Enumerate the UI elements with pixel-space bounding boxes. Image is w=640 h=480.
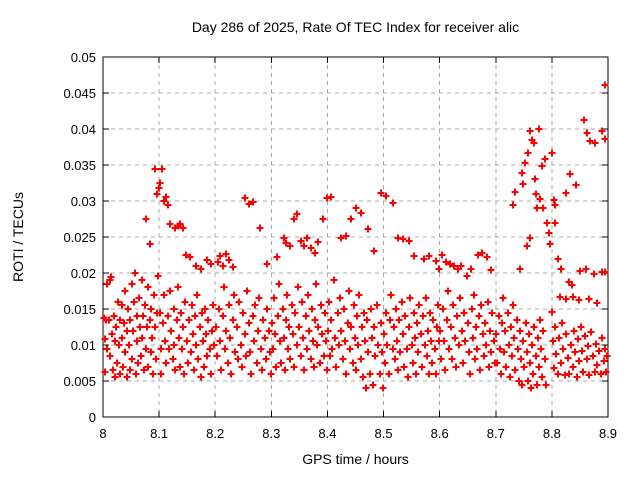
- chart-title: Day 286 of 2025, Rate Of TEC Index for r…: [191, 19, 520, 35]
- x-tick-label: 8.7: [486, 426, 505, 441]
- x-tick-label: 8.6: [430, 426, 449, 441]
- x-tick-label: 8.8: [542, 426, 561, 441]
- y-tick-label: 0.03: [70, 194, 96, 209]
- data-points: [100, 81, 611, 392]
- x-tick-label: 8: [99, 426, 107, 441]
- y-tick-label: 0: [88, 410, 96, 425]
- y-tick-label: 0.04: [70, 122, 96, 137]
- x-tick-label: 8.4: [318, 426, 337, 441]
- x-axis-label: GPS time / hours: [302, 451, 409, 467]
- x-tick-label: 8.9: [598, 426, 618, 441]
- tick-marks: [102, 56, 609, 418]
- y-tick-label: 0.01: [70, 338, 96, 353]
- x-tick-label: 8.1: [150, 426, 169, 441]
- y-tick-label: 0.015: [63, 302, 96, 317]
- y-tick-label: 0.05: [70, 50, 96, 65]
- y-tick-label: 0.025: [63, 230, 96, 245]
- y-tick-label: 0.035: [63, 158, 96, 173]
- y-tick-label: 0.005: [63, 374, 96, 389]
- x-tick-label: 8.2: [206, 426, 225, 441]
- y-tick-label: 0.045: [63, 86, 96, 101]
- x-tick-label: 8.5: [374, 426, 393, 441]
- x-tick-label: 8.3: [262, 426, 281, 441]
- y-tick-label: 0.02: [70, 266, 96, 281]
